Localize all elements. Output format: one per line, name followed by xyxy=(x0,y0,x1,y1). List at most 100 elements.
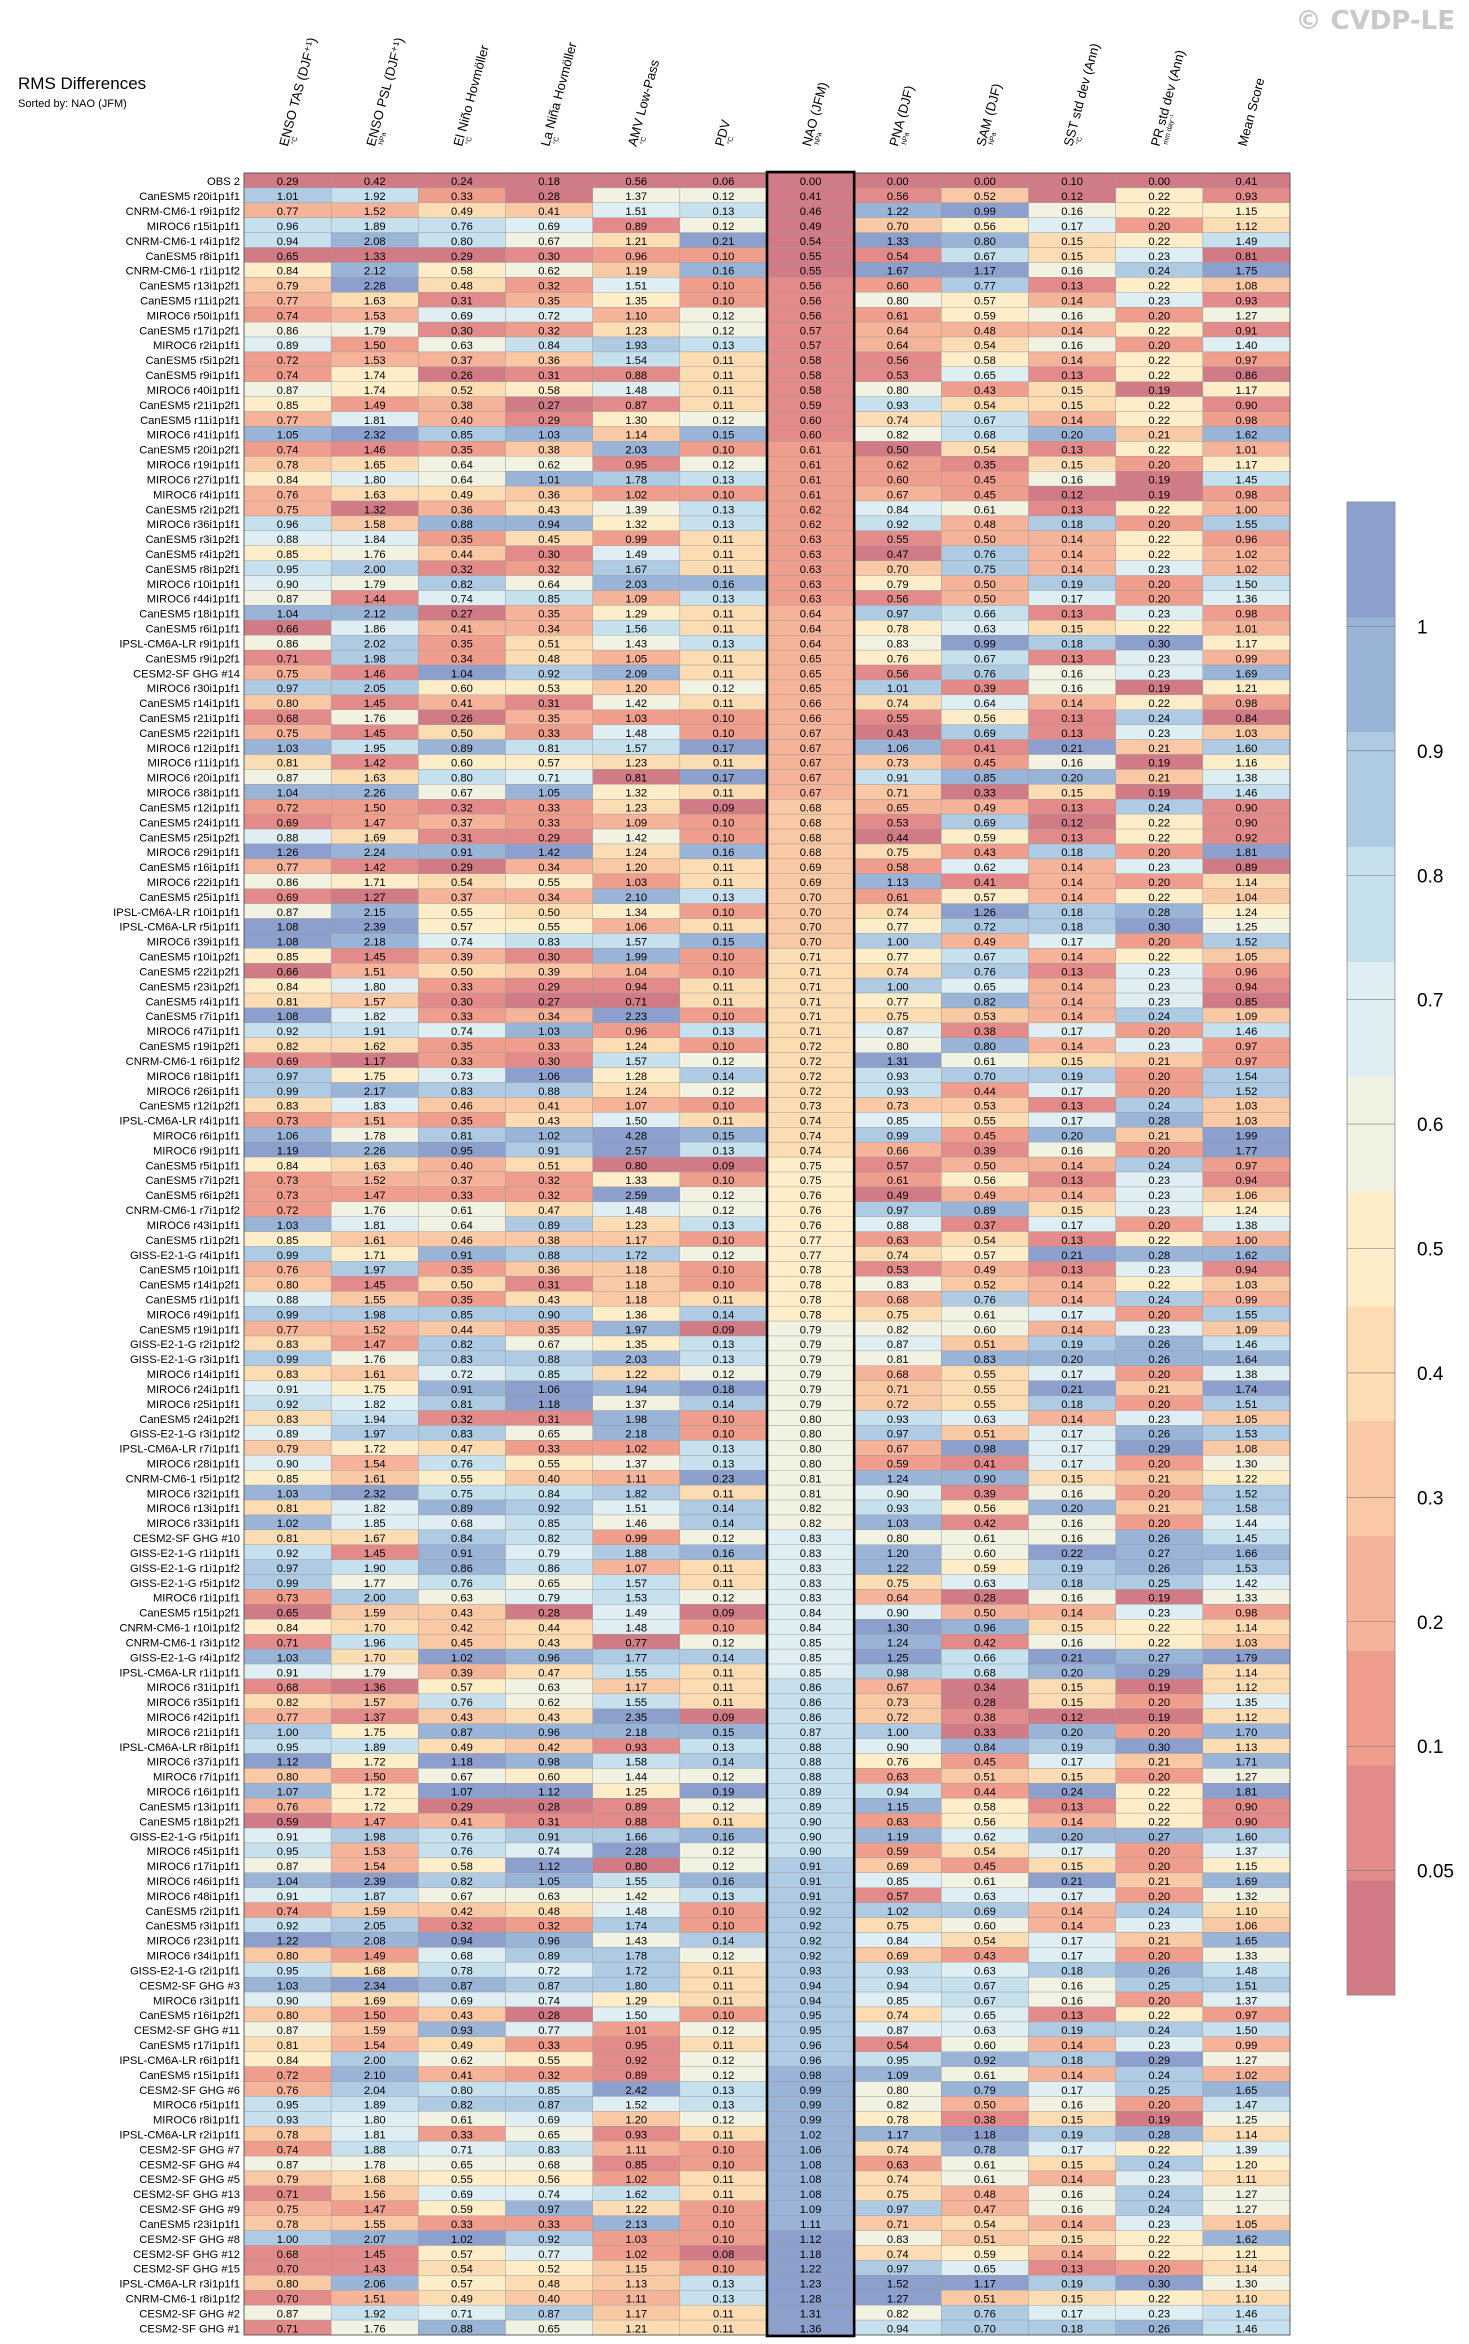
cell-value: 0.60 xyxy=(451,683,473,695)
cell-value: 1.57 xyxy=(364,1697,386,1709)
cell-value: 0.67 xyxy=(538,236,560,248)
cell-value: 0.93 xyxy=(800,1965,822,1977)
cell-value: 1.18 xyxy=(625,1265,647,1277)
cell-value: 0.45 xyxy=(974,474,996,486)
row-label: CESM2-SF GHG #10 xyxy=(133,1533,240,1545)
cell-value: 0.85 xyxy=(451,430,473,442)
cell-value: 2.04 xyxy=(364,2085,386,2097)
colorbar-tick-label: 0.6 xyxy=(1417,1115,1443,1136)
cell-value: 0.90 xyxy=(277,579,299,591)
cell-value: 0.13 xyxy=(1061,504,1083,516)
cell-value: 0.18 xyxy=(1061,1965,1083,1977)
cell-value: 1.52 xyxy=(1236,1086,1258,1098)
cell-value: 2.17 xyxy=(364,1086,386,1098)
colorbar-segment xyxy=(1347,961,1395,1077)
cell-value: 0.41 xyxy=(538,206,560,218)
cell-value: 0.68 xyxy=(800,832,822,844)
cell-value: 1.21 xyxy=(625,236,647,248)
cell-value: 0.27 xyxy=(1148,1652,1170,1664)
row-label: MIROC6 r3i1p1f1 xyxy=(153,1995,240,2007)
cell-value: 1.06 xyxy=(1236,1190,1258,1202)
cell-value: 0.12 xyxy=(1061,1712,1083,1724)
cell-value: 0.45 xyxy=(974,758,996,770)
cell-value: 0.43 xyxy=(451,2010,473,2022)
cell-value: 0.19 xyxy=(1061,2025,1083,2037)
cell-value: 1.63 xyxy=(364,489,386,501)
cell-value: 1.22 xyxy=(800,2264,822,2276)
cell-value: 0.10 xyxy=(713,1623,735,1635)
cell-value: 0.80 xyxy=(887,2085,909,2097)
cell-value: 0.62 xyxy=(887,460,909,472)
row-label: CanESM5 r17i1p1f1 xyxy=(139,2040,240,2052)
cell-value: 1.45 xyxy=(364,2249,386,2261)
cell-value: 0.82 xyxy=(887,1324,909,1336)
cell-value: 1.07 xyxy=(625,1563,647,1575)
cell-value: 0.90 xyxy=(887,1608,909,1620)
cell-value: 0.11 xyxy=(713,549,734,561)
cell-value: 0.10 xyxy=(713,1429,735,1441)
cell-value: 0.23 xyxy=(1148,1921,1170,1933)
cell-value: 1.51 xyxy=(1236,1980,1258,1992)
cell-value: 1.47 xyxy=(1236,2100,1258,2112)
cell-value: 0.68 xyxy=(277,1682,299,1694)
cell-value: 1.54 xyxy=(1236,1071,1258,1083)
cell-value: 0.67 xyxy=(451,1772,473,1784)
cell-value: 0.99 xyxy=(625,534,647,546)
row-label: GISS-E2-1-G r5i1p1f2 xyxy=(130,1578,240,1590)
cell-value: 0.40 xyxy=(538,1473,560,1485)
cell-value: 1.69 xyxy=(1236,1876,1258,1888)
cell-value: 0.83 xyxy=(800,1578,822,1590)
cell-value: 1.67 xyxy=(364,1533,386,1545)
cell-value: 0.92 xyxy=(277,1399,299,1411)
cell-value: 0.46 xyxy=(451,1235,473,1247)
cell-value: 1.00 xyxy=(277,1727,299,1739)
cell-value: 0.23 xyxy=(1148,728,1170,740)
cell-value: 0.42 xyxy=(974,1637,996,1649)
cell-value: 1.06 xyxy=(1236,1921,1258,1933)
cell-value: 0.98 xyxy=(887,1667,909,1679)
cell-value: 0.20 xyxy=(1148,460,1170,472)
cell-value: 1.17 xyxy=(1236,385,1258,397)
cell-value: 1.19 xyxy=(277,1145,299,1157)
cell-value: 0.59 xyxy=(887,1846,909,1858)
cell-value: 0.61 xyxy=(974,2174,996,2186)
cell-value: 0.12 xyxy=(713,1637,735,1649)
cell-value: 0.81 xyxy=(451,1130,473,1142)
cell-value: 0.09 xyxy=(713,1160,735,1172)
cell-value: 0.89 xyxy=(538,1220,560,1232)
cell-value: 0.84 xyxy=(887,1936,909,1948)
cell-value: 1.78 xyxy=(625,1951,647,1963)
cell-value: 1.52 xyxy=(887,2279,909,2291)
cell-value: 0.90 xyxy=(887,1488,909,1500)
cell-value: 0.13 xyxy=(1061,1265,1083,1277)
cell-value: 1.66 xyxy=(625,1831,647,1843)
cell-value: 0.90 xyxy=(538,1309,560,1321)
cell-value: 1.72 xyxy=(364,1801,386,1813)
cell-value: 0.20 xyxy=(1148,1145,1170,1157)
cell-value: 1.42 xyxy=(364,862,386,874)
cell-value: 0.35 xyxy=(451,1295,473,1307)
cell-value: 0.59 xyxy=(277,1816,299,1828)
cell-value: 0.60 xyxy=(887,474,909,486)
cell-value: 0.96 xyxy=(800,2040,822,2052)
cell-value: 0.11 xyxy=(713,996,734,1008)
cell-value: 0.28 xyxy=(1148,1250,1170,1262)
cell-value: 0.10 xyxy=(713,2264,735,2276)
cell-value: 1.49 xyxy=(1236,236,1258,248)
cell-value: 1.22 xyxy=(1236,1473,1258,1485)
cell-value: 1.52 xyxy=(364,1175,386,1187)
row-label: MIROC6 r35i1p1f1 xyxy=(147,1697,240,1709)
cell-value: 0.17 xyxy=(1061,1951,1083,1963)
row-label: CanESM5 r21i1p2f1 xyxy=(139,400,240,412)
cell-value: 1.51 xyxy=(625,281,647,293)
row-label: MIROC6 r19i1p1f1 xyxy=(147,460,240,472)
cell-value: 1.17 xyxy=(887,2129,909,2141)
cell-value: 0.19 xyxy=(1148,1712,1170,1724)
cell-value: 0.79 xyxy=(277,281,299,293)
cell-value: 0.34 xyxy=(538,624,560,636)
cell-value: 0.20 xyxy=(1061,1354,1083,1366)
cell-value: 0.71 xyxy=(277,2189,299,2201)
cell-value: 0.88 xyxy=(538,1354,560,1366)
cell-value: 0.20 xyxy=(1148,1220,1170,1232)
cell-value: 1.53 xyxy=(625,1593,647,1605)
